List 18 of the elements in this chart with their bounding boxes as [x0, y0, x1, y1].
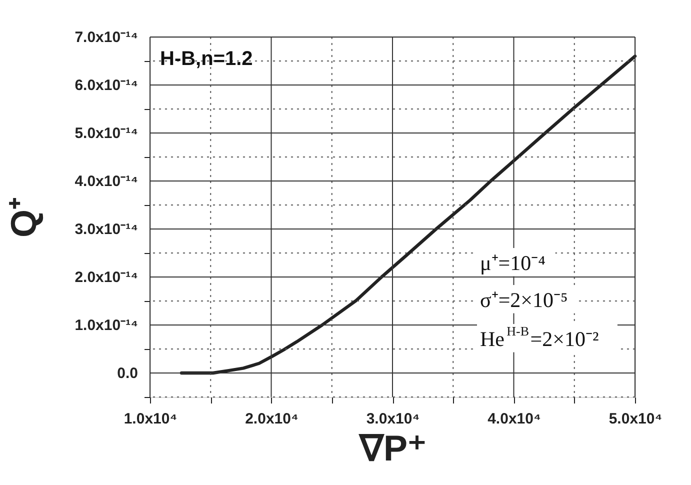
y-tick-label: 1.0x10⁻¹⁴: [74, 317, 138, 334]
x-tick-label: 3.0x10⁴: [366, 410, 420, 428]
x-tick-label: 5.0x10⁴: [608, 410, 662, 428]
annotation: σ⁺=2×10⁻⁵: [480, 288, 568, 312]
x-tick-label: 4.0x10⁴: [488, 410, 541, 428]
y-tick-label: 7.0x10⁻¹⁴: [74, 29, 138, 46]
annotation: μ⁺=10⁻⁴: [480, 251, 546, 275]
x-axis-title: ∇P⁺: [358, 428, 427, 468]
y-tick-label: 6.0x10⁻¹⁴: [74, 77, 138, 94]
y-tick-label: 3.0x10⁻¹⁴: [74, 221, 138, 238]
y-tick-label: 2.0x10⁻¹⁴: [74, 269, 138, 286]
y-tick-label: 4.0x10⁻¹⁴: [74, 173, 138, 190]
y-tick-label: 5.0x10⁻¹⁴: [74, 125, 138, 142]
y-axis-title: Q⁺: [3, 197, 44, 238]
x-tick-label: 2.0x10⁴: [245, 410, 298, 428]
annotation: H-B,n=1.2: [160, 48, 253, 70]
x-tick-label: 1.0x10⁴: [124, 410, 178, 428]
y-tick-label: 0.0: [117, 365, 138, 382]
